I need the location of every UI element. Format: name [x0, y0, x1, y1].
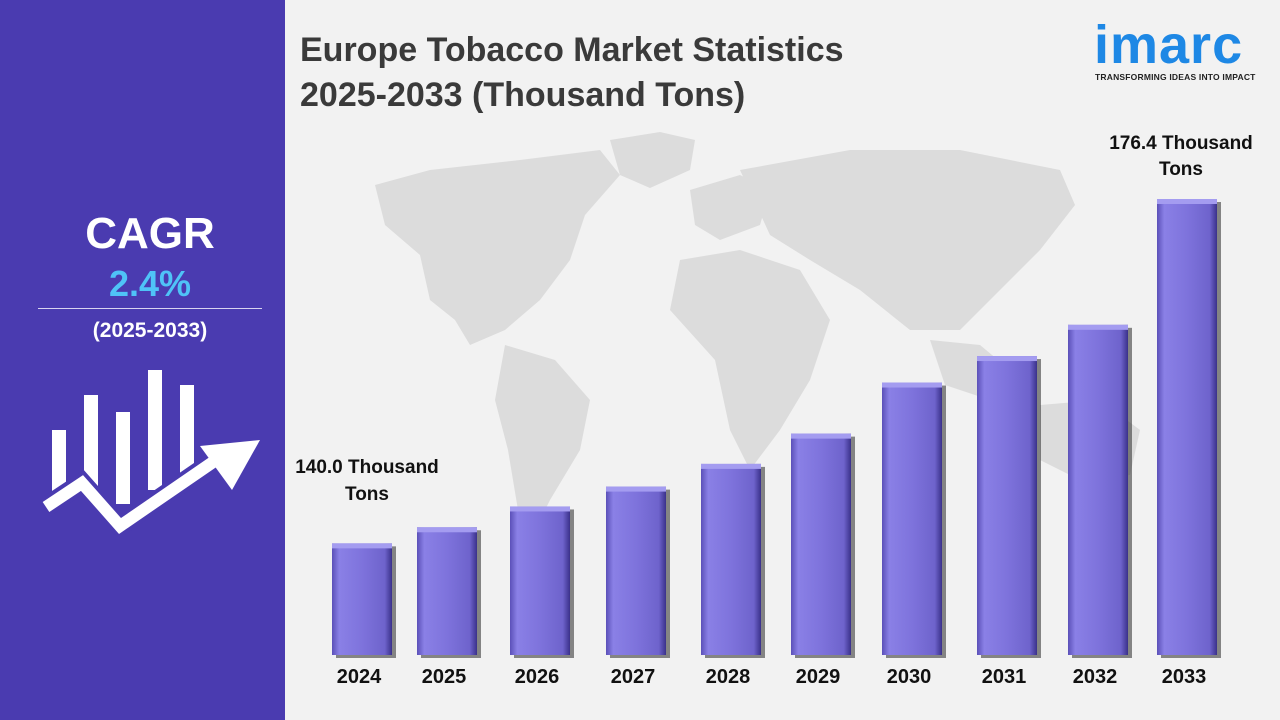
cagr-divider	[38, 308, 262, 309]
bar-top-2029	[791, 433, 851, 439]
bar-top-2030	[882, 382, 942, 388]
x-tick-label-2032: 2032	[1073, 666, 1118, 688]
bar-top-2032	[1068, 324, 1128, 330]
growth-chart-icon	[40, 370, 260, 535]
bar-2032	[1068, 324, 1128, 655]
x-tick-label-2025: 2025	[422, 666, 467, 688]
bar-top-2028	[701, 463, 761, 469]
bar-top-2024	[332, 543, 392, 549]
logo-text: imarc	[1094, 15, 1244, 75]
bar-2031	[977, 356, 1037, 655]
bar-2026	[510, 506, 570, 655]
bar-2028	[701, 463, 761, 655]
x-tick-label-2031: 2031	[982, 666, 1027, 688]
data-label-2033: 176.4 Thousand Tons	[1109, 133, 1253, 180]
imarc-logo: imarc TRANSFORMING IDEAS INTO IMPACT	[1088, 10, 1268, 90]
world-map-background	[375, 132, 1140, 540]
bar-2027	[606, 486, 666, 655]
x-tick-label-2030: 2030	[887, 666, 932, 688]
bar-2025	[417, 527, 477, 655]
bar-top-2027	[606, 486, 666, 492]
x-tick-label-2033: 2033	[1162, 666, 1207, 688]
x-tick-label-2026: 2026	[515, 666, 560, 688]
bar-2024	[332, 543, 392, 655]
chart-title-line-2: 2025-2033 (Thousand Tons)	[300, 76, 746, 114]
bar-top-2031	[977, 356, 1037, 362]
sidebar: CAGR 2.4% (2025-2033)	[0, 0, 285, 720]
bar-2030	[882, 382, 942, 655]
x-tick-label-2028: 2028	[706, 666, 751, 688]
cagr-value: 2.4%	[108, 263, 192, 304]
data-label-2024: 140.0 Thousand Tons	[295, 457, 439, 505]
cagr-period: (2025-2033)	[92, 319, 208, 342]
bar-2029	[791, 433, 851, 655]
x-tick-label-2027: 2027	[611, 666, 656, 688]
x-tick-label-2029: 2029	[796, 666, 841, 688]
bar-top-2033	[1157, 199, 1217, 204]
cagr-label: CAGR	[85, 209, 215, 258]
bar-2033	[1157, 199, 1217, 655]
chart-title-line-1: Europe Tobacco Market Statistics	[300, 31, 844, 69]
logo-tagline: TRANSFORMING IDEAS INTO IMPACT	[1095, 72, 1256, 82]
bar-top-2026	[510, 506, 570, 512]
bar-top-2025	[417, 527, 477, 533]
chart-title: Europe Tobacco Market Statistics 2025-20…	[300, 28, 1060, 118]
x-tick-label-2024: 2024	[337, 666, 382, 688]
